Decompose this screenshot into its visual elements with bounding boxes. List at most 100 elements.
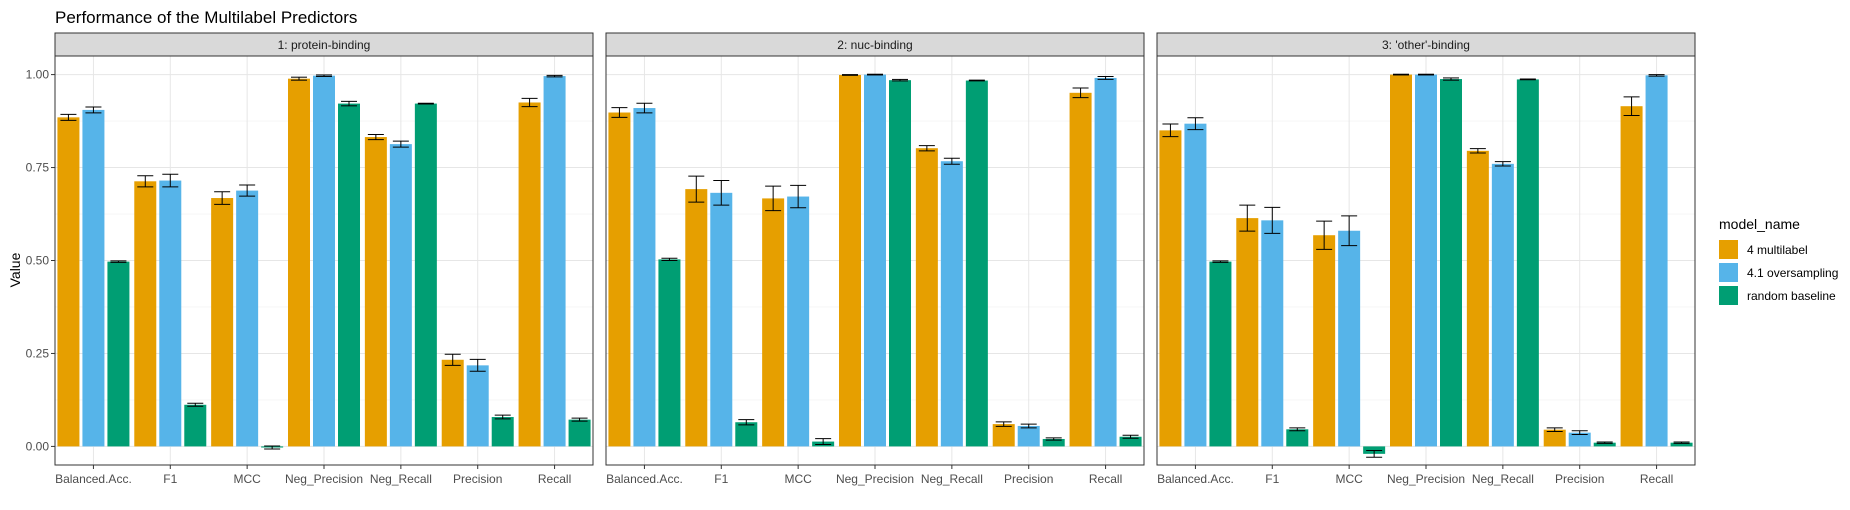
bar <box>762 198 785 447</box>
x-tick-label: Balanced.Acc. <box>55 472 132 486</box>
bar <box>1415 74 1437 447</box>
bar <box>864 74 886 447</box>
y-axis-title: Value <box>7 252 23 287</box>
bar <box>787 196 810 447</box>
bar <box>184 404 207 447</box>
x-tick-label: Neg_Recall <box>1472 472 1534 486</box>
x-tick-label: Precision <box>1555 472 1604 486</box>
bar <box>364 137 387 447</box>
x-tick-label: Recall <box>1089 472 1122 486</box>
facet-strip-label: 3: 'other'-binding <box>1382 38 1470 52</box>
bar <box>889 80 911 447</box>
x-tick-label: F1 <box>1265 472 1279 486</box>
bar <box>441 359 464 447</box>
legend-label: 4 multilabel <box>1747 243 1808 257</box>
bar <box>1017 425 1040 447</box>
legend: model_name 4 multilabel 4.1 oversampling r… <box>1719 216 1838 305</box>
bar <box>633 108 656 447</box>
x-tick-label: Precision <box>1004 472 1053 486</box>
y-tick-label: 0.00 <box>26 439 50 453</box>
bar <box>1236 218 1259 447</box>
x-tick-label: Neg_Recall <box>370 472 432 486</box>
bar <box>1261 220 1284 447</box>
legend-label: random baseline <box>1747 289 1836 303</box>
bar <box>658 259 681 447</box>
x-tick-label: Balanced.Acc. <box>1157 472 1234 486</box>
facet-strip-label: 1: protein-binding <box>278 38 371 52</box>
bar <box>57 117 80 447</box>
bar <box>1466 150 1489 447</box>
x-tick-label: Neg_Precision <box>836 472 914 486</box>
bar <box>466 365 489 447</box>
facet-strip-label: 2: nuc-binding <box>837 38 912 52</box>
bar <box>1069 92 1092 447</box>
bar <box>134 181 157 447</box>
facet-panel: 2: nuc-binding Balanced.Acc. F1 MCC Neg_Prec… <box>605 32 1145 486</box>
bar <box>518 102 541 447</box>
bar <box>1159 130 1182 447</box>
x-tick-label: F1 <box>714 472 728 486</box>
facet-panel: 3: 'other'-binding Balanced.Acc. F1 MCC Neg_… <box>1156 32 1696 486</box>
bar <box>1670 442 1693 447</box>
bar <box>915 148 938 447</box>
bar <box>839 74 861 447</box>
x-tick-label: F1 <box>163 472 177 486</box>
legend-label: 4.1 oversampling <box>1747 266 1838 280</box>
y-tick-label: 1.00 <box>26 68 50 82</box>
bar <box>1440 79 1462 447</box>
bar <box>1184 123 1207 447</box>
bar <box>236 190 259 447</box>
facet-panels: 1: protein-binding Balanced.Acc. F1 MCC Neg_… <box>26 32 1696 486</box>
bar <box>685 189 708 447</box>
bar <box>1286 429 1309 447</box>
bar <box>1620 106 1643 447</box>
bar <box>1491 163 1514 447</box>
x-tick-label: Neg_Recall <box>921 472 983 486</box>
bar <box>1338 230 1361 447</box>
bar <box>82 109 105 447</box>
y-tick-label: 0.25 <box>26 346 50 360</box>
bar <box>1568 432 1591 447</box>
x-tick-label: MCC <box>233 472 261 486</box>
chart-title: Performance of the Multilabel Predictors <box>55 8 357 27</box>
facet-panel: 1: protein-binding Balanced.Acc. F1 MCC Neg_… <box>26 32 594 486</box>
bar <box>568 419 591 447</box>
x-tick-label: MCC <box>1335 472 1363 486</box>
bar <box>389 144 412 447</box>
bar <box>608 112 631 447</box>
bar <box>1516 79 1539 447</box>
bar <box>1593 442 1616 447</box>
bar <box>1042 438 1065 447</box>
bar <box>1645 75 1668 447</box>
y-tick-label: 0.75 <box>26 161 50 175</box>
bar <box>211 198 234 447</box>
legend-title: model_name <box>1719 216 1800 232</box>
bar <box>735 422 758 447</box>
bar <box>1313 235 1336 447</box>
bar <box>965 80 988 447</box>
bar <box>940 161 963 447</box>
bar <box>414 103 437 447</box>
legend-key <box>1719 263 1738 282</box>
x-tick-label: Neg_Precision <box>285 472 363 486</box>
legend-key <box>1719 240 1738 259</box>
legend-key <box>1719 286 1738 305</box>
bar <box>1119 436 1142 447</box>
bar <box>992 424 1015 447</box>
bar <box>313 75 335 447</box>
bar <box>107 261 130 447</box>
x-tick-label: Neg_Precision <box>1387 472 1465 486</box>
bar <box>1209 261 1232 447</box>
bar <box>338 103 360 447</box>
bar <box>1543 429 1566 447</box>
bar <box>159 180 182 447</box>
bar <box>543 76 566 447</box>
y-tick-label: 0.50 <box>26 254 50 268</box>
x-tick-label: MCC <box>784 472 812 486</box>
x-tick-label: Precision <box>453 472 502 486</box>
bar <box>491 417 514 447</box>
x-tick-label: Balanced.Acc. <box>606 472 683 486</box>
x-tick-label: Recall <box>1640 472 1673 486</box>
bar <box>710 192 733 447</box>
